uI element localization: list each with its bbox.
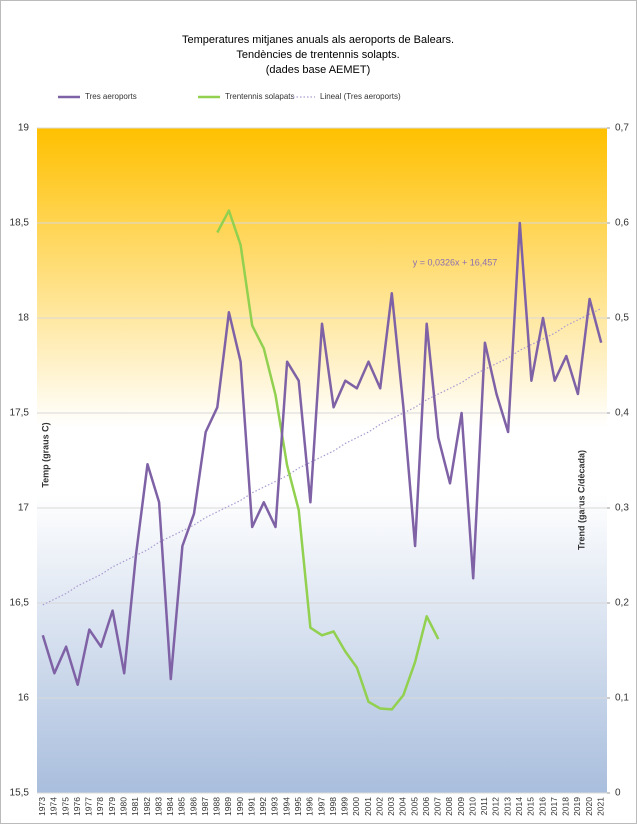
x-tick-label: 2000 xyxy=(351,797,361,816)
x-tick-label: 2002 xyxy=(374,797,384,816)
x-tick-label: 1989 xyxy=(223,797,233,816)
x-tick-label: 1995 xyxy=(293,797,303,816)
x-tick-label: 1985 xyxy=(177,797,187,816)
y-tick-label: 17 xyxy=(18,503,30,514)
x-tick-label: 2013 xyxy=(502,797,512,816)
y-tick-label: 18 xyxy=(18,313,30,324)
y2-tick-label: 0,7 xyxy=(615,123,629,134)
x-tick-label: 2017 xyxy=(549,797,559,816)
x-tick-label: 2009 xyxy=(456,797,466,816)
x-tick-label: 2018 xyxy=(561,797,571,816)
x-tick-label: 1978 xyxy=(95,797,105,816)
x-tick-label: 1993 xyxy=(270,797,280,816)
y2-tick-label: 0,2 xyxy=(615,598,629,609)
x-tick-label: 1979 xyxy=(107,797,117,816)
y2-axis-title: Trend (garus C/dècada) xyxy=(576,450,586,550)
x-tick-label: 1977 xyxy=(84,797,94,816)
x-tick-label: 2011 xyxy=(479,797,489,816)
x-tick-label: 1986 xyxy=(188,797,198,816)
y-tick-label: 15,5 xyxy=(10,788,30,799)
x-tick-label: 2015 xyxy=(526,797,536,816)
x-tick-label: 2012 xyxy=(491,797,501,816)
x-tick-label: 1988 xyxy=(212,797,222,816)
series-line xyxy=(216,209,440,711)
y-tick-label: 17,5 xyxy=(10,408,30,419)
x-tick-label: 2020 xyxy=(584,797,594,816)
trend-equation: y = 0,0326x + 16,457 xyxy=(413,257,498,267)
legend-label: Trentennis solapats xyxy=(225,92,295,101)
legend-label: Lineal (Tres aeroports) xyxy=(320,92,401,101)
y-axis-title: Temp (graus C) xyxy=(40,422,50,487)
x-tick-label: 1996 xyxy=(305,797,315,816)
x-tick-label: 2008 xyxy=(444,797,454,816)
y2-tick-label: 0,1 xyxy=(615,693,629,704)
x-tick-label: 1990 xyxy=(235,797,245,816)
y-tick-label: 19 xyxy=(18,123,30,134)
chart-title: Temperatures mitjanes anuals als aeropor… xyxy=(182,34,454,46)
chart-title: Tendències de trentennis solapts. xyxy=(236,49,399,61)
x-tick-label: 2007 xyxy=(433,797,443,816)
x-tick-label: 1980 xyxy=(118,797,128,816)
x-tick-label: 2016 xyxy=(537,797,547,816)
x-tick-label: 2004 xyxy=(398,797,408,816)
plot-area xyxy=(37,128,607,793)
x-tick-label: 1983 xyxy=(153,797,163,816)
x-tick-label: 1984 xyxy=(165,797,175,816)
x-tick-label: 2014 xyxy=(514,797,524,816)
y-tick-label: 18,5 xyxy=(10,218,30,229)
y2-tick-label: 0,3 xyxy=(615,503,629,514)
x-tick-label: 1976 xyxy=(72,797,82,816)
series-line xyxy=(41,221,603,686)
x-tick-label: 1991 xyxy=(246,797,256,816)
y-tick-label: 16,5 xyxy=(10,598,30,609)
x-tick-label: 2005 xyxy=(409,797,419,816)
x-tick-label: 2010 xyxy=(467,797,477,816)
x-tick-label: 1975 xyxy=(60,797,70,816)
x-tick-label: 2003 xyxy=(386,797,396,816)
x-tick-label: 2021 xyxy=(595,797,605,816)
x-tick-label: 2006 xyxy=(421,797,431,816)
y2-tick-label: 0,6 xyxy=(615,218,629,229)
x-tick-label: 1997 xyxy=(316,797,326,816)
x-tick-label: 1992 xyxy=(258,797,268,816)
y-tick-label: 16 xyxy=(18,693,30,704)
legend-label: Tres aeroports xyxy=(85,92,137,101)
x-tick-label: 1982 xyxy=(142,797,152,816)
y2-tick-label: 0,4 xyxy=(615,408,629,419)
x-tick-label: 1998 xyxy=(328,797,338,816)
x-tick-label: 1981 xyxy=(130,797,140,816)
x-tick-label: 2001 xyxy=(363,797,373,816)
x-tick-label: 1974 xyxy=(49,797,59,816)
x-tick-label: 2019 xyxy=(572,797,582,816)
y2-tick-label: 0,5 xyxy=(615,313,629,324)
x-tick-label: 1973 xyxy=(37,797,47,816)
y2-tick-label: 0 xyxy=(615,788,621,799)
x-tick-label: 1999 xyxy=(340,797,350,816)
chart-title: (dades base AEMET) xyxy=(266,64,371,76)
x-tick-label: 1987 xyxy=(200,797,210,816)
x-tick-label: 1994 xyxy=(281,797,291,816)
